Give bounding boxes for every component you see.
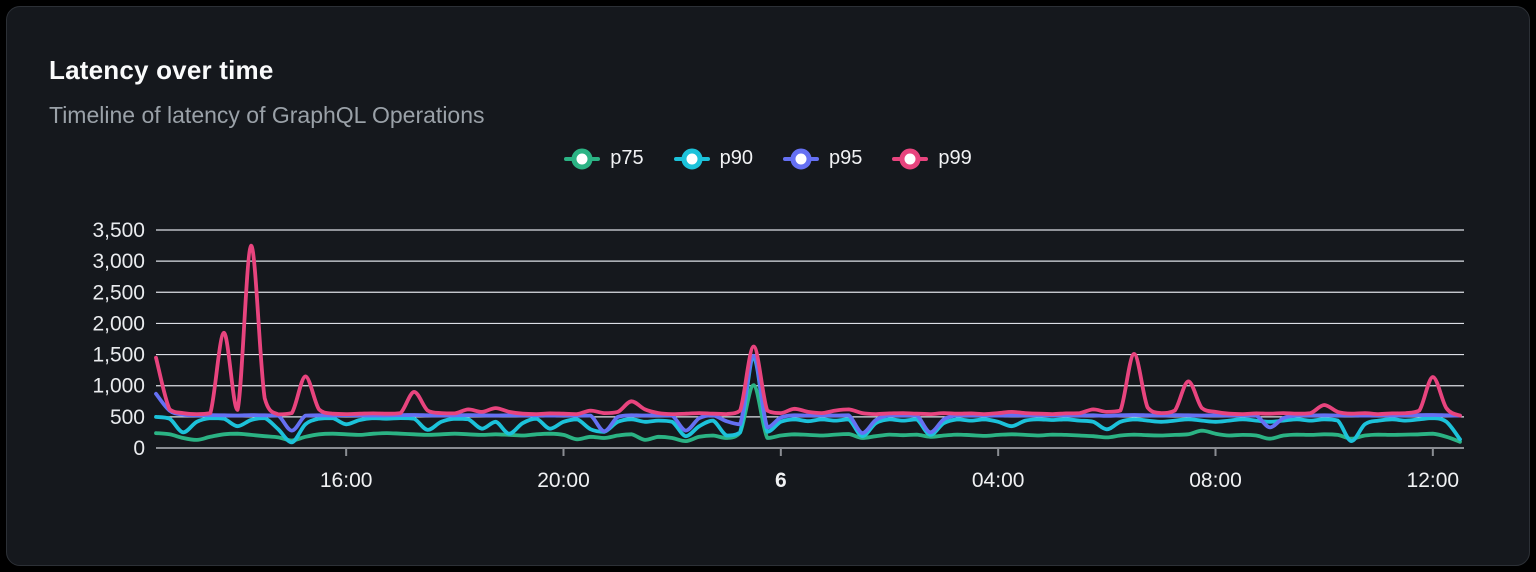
series-line-p90	[154, 355, 1462, 445]
y-axis-label: 2,000	[92, 312, 145, 335]
x-axis-label: 08:00	[1189, 469, 1242, 492]
series-line-p75	[154, 383, 1462, 444]
page-subtitle: Timeline of latency of GraphQL Operation…	[49, 102, 485, 128]
legend-item-p75[interactable]: p75	[564, 147, 644, 170]
x-axis-label: 12:00	[1407, 469, 1460, 492]
latency-card: Latency over time Timeline of latency of…	[6, 6, 1530, 566]
legend-item-p95[interactable]: p95	[783, 147, 862, 170]
legend-item-p99[interactable]: p99	[892, 147, 972, 170]
x-axis-label: 16:00	[320, 469, 373, 492]
y-axis-label: 3,500	[92, 219, 145, 242]
y-axis-label: 500	[110, 406, 145, 429]
y-axis-label: 1,000	[92, 375, 145, 398]
page-title: Latency over time	[49, 55, 274, 85]
legend-marker-icon	[783, 148, 819, 170]
legend-label: p95	[829, 147, 863, 169]
x-axis-label: 6	[775, 469, 787, 492]
legend-label: p90	[719, 147, 753, 169]
legend-marker-icon	[673, 148, 710, 170]
legend-marker-icon	[892, 148, 929, 170]
legend-label: p75	[610, 147, 644, 169]
series-line-p99	[154, 243, 1462, 418]
y-axis-label: 2,500	[92, 281, 145, 304]
x-axis-label: 20:00	[537, 469, 590, 492]
x-axis-label: 04:00	[972, 469, 1025, 492]
chart-legend: p75 p90 p95 p99	[7, 147, 1529, 170]
y-axis-label: 0	[133, 437, 145, 460]
legend-marker-icon	[564, 148, 601, 170]
legend-item-p90[interactable]: p90	[673, 147, 753, 170]
legend-label: p99	[938, 147, 972, 169]
y-axis-label: 3,000	[92, 250, 145, 273]
y-axis-label: 1,500	[92, 344, 145, 367]
